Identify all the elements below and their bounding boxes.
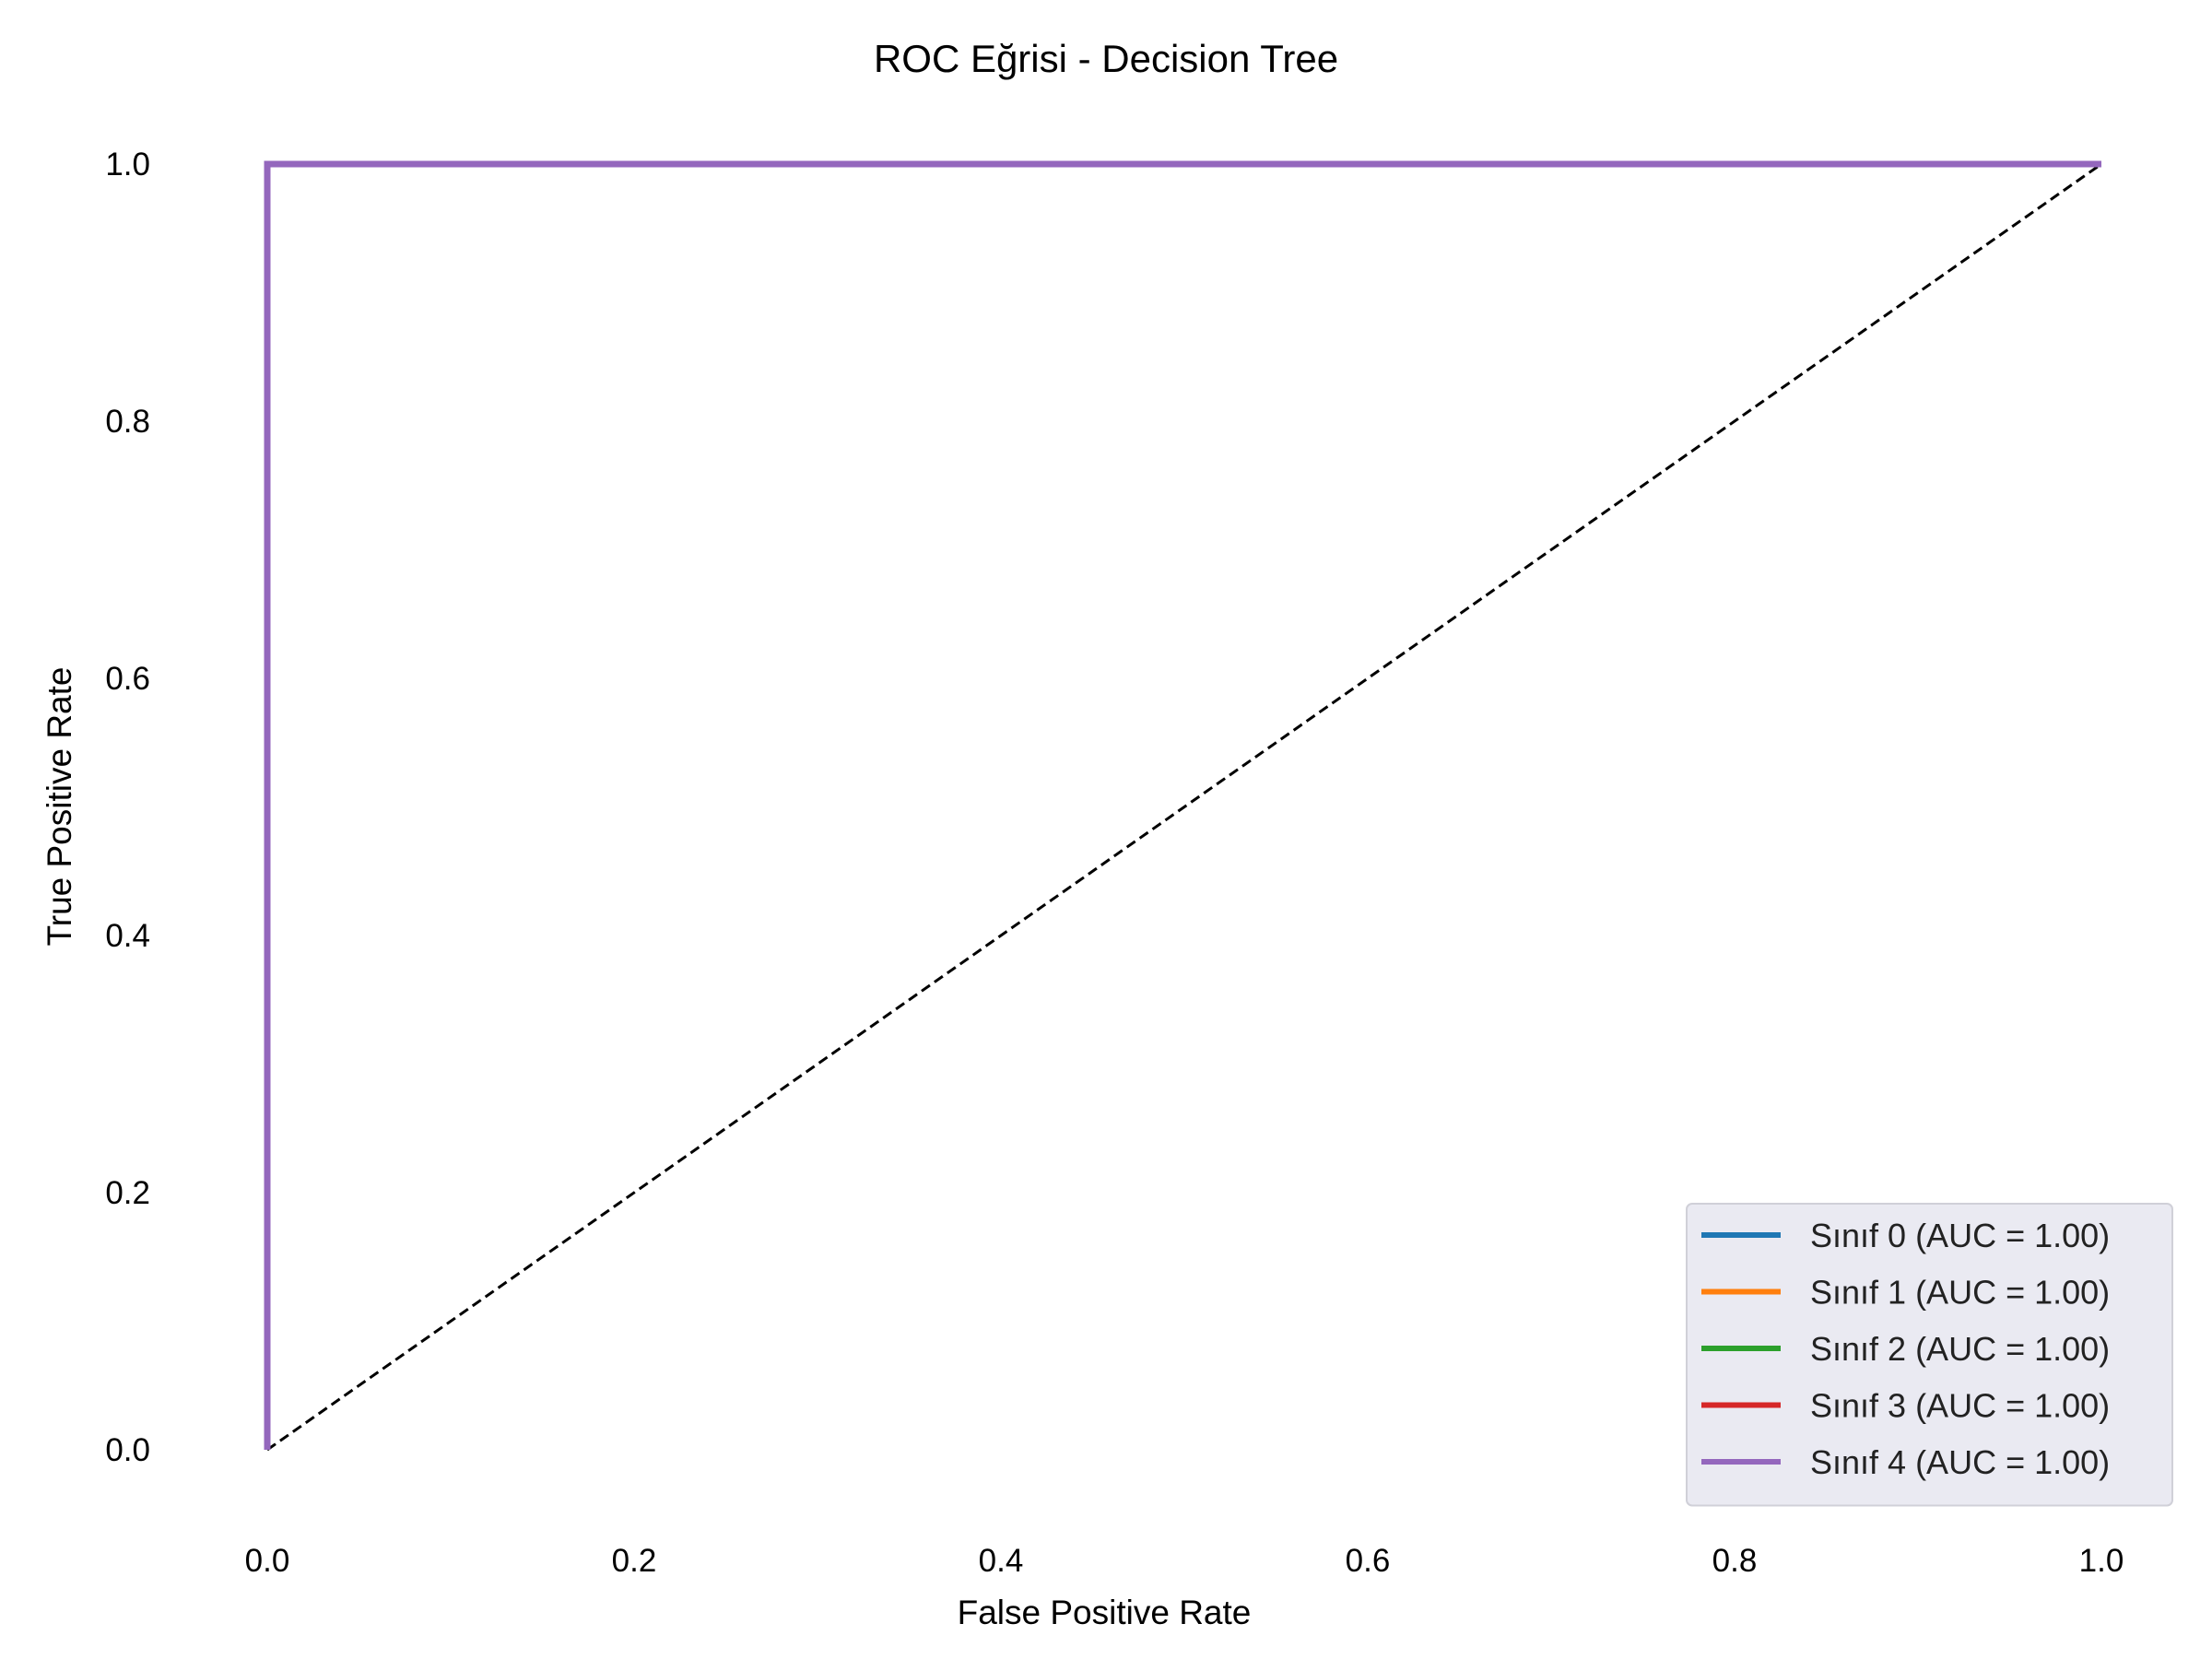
legend-entry-0: Sınıf 0 (AUC = 1.00): [1810, 1217, 2110, 1254]
reference-diagonal-line: [266, 162, 2102, 1452]
y-tick-label: 0.2: [105, 1175, 150, 1211]
chart-title: ROC Eğrisi - Decision Tree: [874, 37, 1338, 80]
legend-entry-3: Sınıf 3 (AUC = 1.00): [1810, 1387, 2110, 1425]
x-tick-label: 0.6: [1346, 1543, 1391, 1579]
legend-box: [1686, 1203, 2173, 1507]
legend-entry-1: Sınıf 1 (AUC = 1.00): [1810, 1274, 2110, 1312]
x-axis-ticks: 0.0 0.2 0.4 0.6 0.8 1.0: [245, 1543, 2124, 1579]
y-tick-label: 0.4: [105, 918, 150, 954]
y-tick-label: 1.0: [105, 147, 150, 182]
x-axis-label: False Positive Rate: [958, 1594, 1252, 1631]
x-tick-label: 0.0: [245, 1543, 290, 1579]
x-tick-label: 0.8: [1712, 1543, 1758, 1579]
plot-area: [264, 160, 2102, 1452]
y-axis-ticks: 0.0 0.2 0.4 0.6 0.8 1.0: [105, 147, 150, 1468]
y-tick-label: 0.6: [105, 661, 150, 697]
series-line-4: [264, 160, 2101, 1450]
x-tick-label: 0.4: [979, 1543, 1024, 1579]
y-tick-label: 0.0: [105, 1432, 150, 1468]
y-axis-label: True Positive Rate: [41, 667, 78, 947]
legend: Sınıf 0 (AUC = 1.00) Sınıf 1 (AUC = 1.00)…: [1686, 1203, 2173, 1507]
legend-entry-2: Sınıf 2 (AUC = 1.00): [1810, 1330, 2110, 1368]
x-tick-label: 0.2: [612, 1543, 657, 1579]
legend-entry-4: Sınıf 4 (AUC = 1.00): [1810, 1443, 2110, 1481]
x-tick-label: 1.0: [2079, 1543, 2124, 1579]
y-tick-label: 0.8: [105, 404, 150, 440]
